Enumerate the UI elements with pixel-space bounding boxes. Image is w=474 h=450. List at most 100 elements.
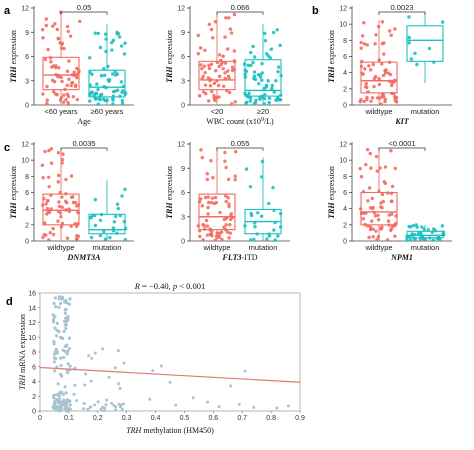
data-point [426, 228, 431, 232]
x-category-label: mutation [93, 243, 122, 252]
x-axis-title-part: 9 [261, 117, 264, 123]
y-tick-label: 16 [28, 291, 36, 298]
data-point [102, 229, 106, 234]
y-axis-label: TRH expression [9, 30, 18, 83]
data-point [249, 211, 253, 216]
data-point [270, 86, 274, 91]
data-point [45, 102, 49, 106]
data-point [45, 212, 49, 216]
data-point [440, 224, 445, 228]
data-point [221, 66, 225, 71]
significance-bracket [216, 11, 264, 15]
data-point [226, 196, 230, 200]
data-point [373, 42, 377, 46]
x-category-label: wildtype [202, 243, 230, 252]
data-point [102, 67, 106, 71]
data-point [69, 224, 73, 228]
scatter-point [191, 396, 195, 400]
scatter-point [61, 398, 66, 403]
scatter-point [52, 396, 56, 400]
scatter-point [51, 318, 56, 322]
box-1 [88, 213, 126, 235]
scatter-point [174, 403, 178, 407]
scatter-point [87, 354, 91, 358]
data-point [45, 206, 50, 211]
y-tick-label: 4 [343, 70, 347, 77]
data-point [66, 94, 71, 99]
y-axis-label-rest: mRNA expression [18, 314, 27, 375]
data-point [366, 199, 370, 203]
data-point [252, 55, 257, 59]
data-point [243, 75, 248, 79]
data-point [204, 91, 208, 96]
y-tick-label: 10 [339, 158, 347, 165]
data-point [243, 91, 247, 96]
y-tick-label: 4 [32, 379, 36, 386]
data-point [389, 33, 393, 38]
data-point [120, 194, 124, 198]
significance-bracket [216, 147, 264, 151]
scatter-point [61, 348, 65, 352]
data-point [104, 49, 108, 54]
data-point [213, 20, 218, 24]
data-point [431, 238, 436, 242]
data-point [251, 60, 255, 65]
data-point [51, 64, 56, 68]
data-point [48, 56, 53, 60]
chart-d: d 0 2 4 6 8 10 12 14 16 0 0.1 0.2 0.3 0.4 0.5 0.6 0.7 0.8 0… [6, 281, 305, 435]
chart-c3: 0 2 4 6 8 10 12 TRH expression wildtype mutation <… [327, 139, 452, 262]
data-point [123, 91, 128, 95]
data-point [266, 79, 270, 83]
data-point [265, 52, 269, 56]
data-point [68, 34, 73, 38]
data-point [89, 216, 93, 220]
p-value-label: 0.0023 [391, 3, 414, 12]
data-point [229, 212, 234, 216]
x-axis-title-part: /L) [264, 117, 274, 126]
data-point [199, 63, 203, 67]
data-point [365, 85, 369, 90]
data-point [113, 69, 117, 74]
data-point [370, 206, 375, 211]
data-point [88, 99, 92, 103]
data-point [254, 98, 258, 102]
data-point [227, 204, 231, 209]
scatter-point [64, 408, 69, 413]
data-point [365, 224, 370, 228]
scatter-point [66, 362, 70, 366]
data-point [376, 234, 381, 239]
data-point [106, 64, 110, 69]
scatter-point [229, 384, 233, 388]
data-point [89, 235, 94, 240]
data-point [58, 190, 62, 195]
x-tick-label: 0.8 [266, 415, 276, 422]
data-point [267, 100, 271, 105]
x-axis-title: TRH methylation (HM450) [126, 426, 214, 435]
scatter-point [68, 297, 72, 301]
scatter-point [243, 369, 247, 373]
data-point [49, 193, 53, 197]
data-point [217, 53, 222, 57]
y-tick-label: 2 [343, 86, 347, 93]
data-point [376, 24, 381, 29]
data-point [387, 223, 391, 227]
data-point [223, 150, 227, 155]
data-point [442, 233, 446, 237]
y-tick-label: 8 [343, 38, 347, 45]
y-axis-label: TRH expression [327, 166, 336, 219]
data-point [230, 68, 235, 73]
y-tick-label: 0 [181, 239, 185, 246]
data-point [369, 99, 373, 103]
data-point [59, 75, 63, 80]
data-point [244, 69, 249, 74]
data-point [367, 235, 371, 240]
data-point [197, 94, 202, 98]
data-point [390, 184, 395, 189]
data-point [67, 77, 71, 81]
data-point [252, 74, 257, 78]
data-point [207, 66, 212, 71]
data-point [75, 222, 80, 226]
data-point [110, 48, 114, 52]
y-axis-label-gene: TRH [9, 66, 18, 83]
data-point [223, 194, 228, 198]
